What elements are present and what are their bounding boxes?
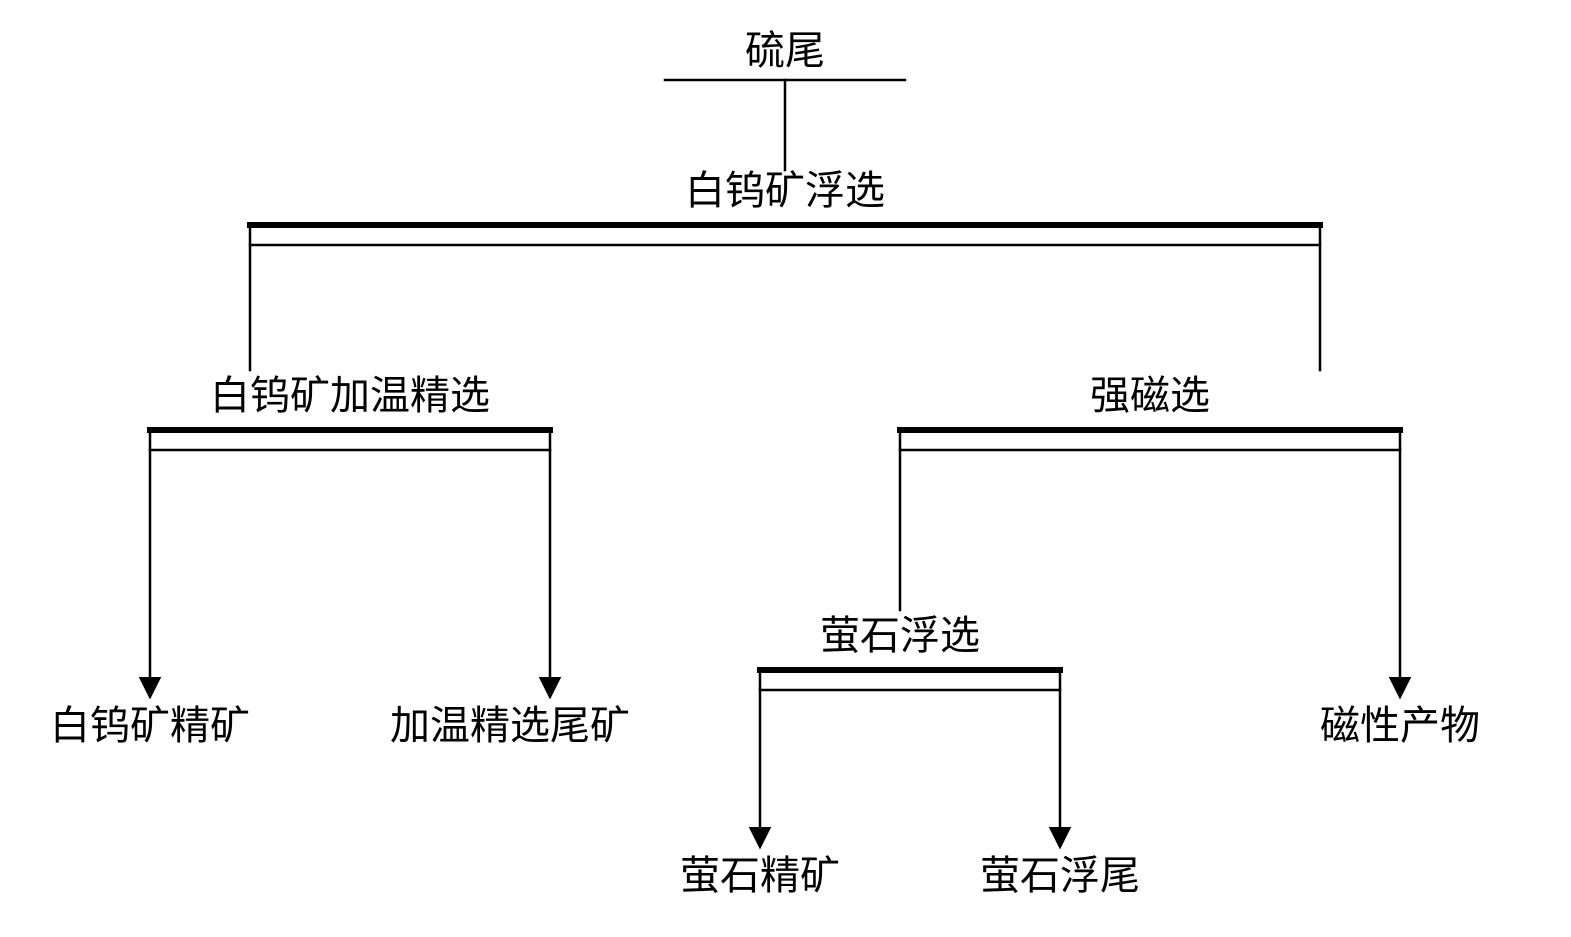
flow-node-n_float: 白钨矿浮选 <box>685 168 885 213</box>
flow-node-n_ftail: 萤石浮尾 <box>980 853 1140 898</box>
flow-node-n_mag: 强磁选 <box>1090 373 1210 418</box>
flowchart-canvas: 硫尾白钨矿浮选白钨矿加温精选 强磁选白钨矿精矿 加温精选尾矿 萤石浮选磁性产物萤石精矿… <box>0 0 1571 937</box>
flow-node-n_heat: 白钨矿加温精选 <box>210 373 490 418</box>
flow-node-n_conc: 白钨矿精矿 <box>50 703 250 748</box>
flow-node-n_fconc: 萤石精矿 <box>680 853 840 898</box>
flow-node-n_magp: 磁性产物 <box>1320 703 1480 748</box>
flow-node-n_fluor: 萤石浮选 <box>820 613 980 658</box>
flow-node-n_tail: 加温精选尾矿 <box>390 703 630 748</box>
flow-node-n_root: 硫尾 <box>745 28 825 73</box>
